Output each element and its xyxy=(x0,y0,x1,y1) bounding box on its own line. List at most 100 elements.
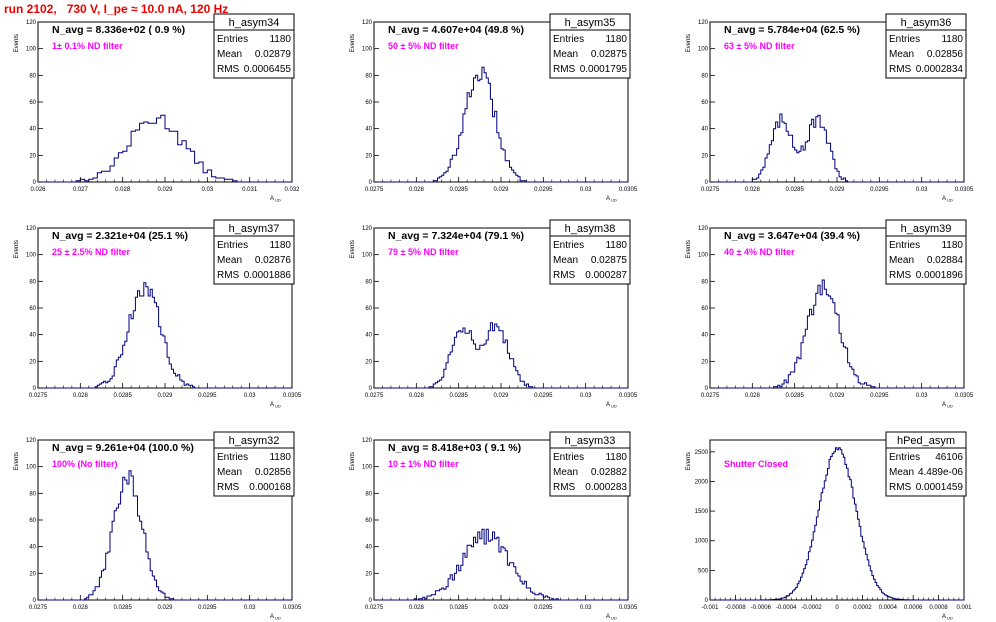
x-tick-label: 0.028 xyxy=(409,187,425,193)
stats-value: 4.489e-06 xyxy=(918,467,963,478)
stats-key: Entries xyxy=(553,240,584,251)
y-axis-label: Events xyxy=(350,240,356,258)
stats-box xyxy=(213,447,295,497)
stats-title: h_asym39 xyxy=(901,223,952,235)
x-tick-label: 0.029 xyxy=(493,393,509,399)
stats-box xyxy=(885,235,967,285)
y-axis-label: Events xyxy=(686,240,692,258)
x-tick-label: 0.027 xyxy=(73,187,89,193)
y-tick-label: 40 xyxy=(701,333,708,339)
stats-key: Mean xyxy=(217,255,242,266)
x-tick-label: 0 xyxy=(835,605,839,611)
stats-value: 0.000287 xyxy=(585,270,627,281)
y-axis-label: Events xyxy=(686,34,692,52)
y-tick-label: 40 xyxy=(365,127,372,133)
panel-hPed_asym: -0.001 -0.0008 -0.0006 -0.0004 -0.0002 0 0.000… xyxy=(686,431,972,621)
histogram-line xyxy=(374,66,628,183)
y-tick-label: 20 xyxy=(365,153,372,159)
panel-h_asym39: 0.0275 0.028 0.0285 0.029 0.0295 0.03 0.0305 0 2… xyxy=(686,219,974,409)
stats-box xyxy=(213,235,295,285)
x-tick-label: 0.028 xyxy=(409,605,425,611)
y-tick-label: 0 xyxy=(33,386,37,392)
stats-value: 1180 xyxy=(269,240,291,251)
x-tick-label: 0.029 xyxy=(157,187,173,193)
filter-label: 100% (No filter) xyxy=(52,459,118,469)
y-tick-label: 20 xyxy=(365,571,372,577)
stats-key: Entries xyxy=(553,452,584,463)
stats-key: RMS xyxy=(217,482,240,493)
stats-value: 0.02875 xyxy=(591,255,628,266)
y-tick-label: 120 xyxy=(362,438,373,444)
filter-label: 63 ± 5% ND filter xyxy=(724,41,795,51)
panel-h_asym33: 0.0275 0.028 0.0285 0.029 0.0295 0.03 0.0305 0 2… xyxy=(350,431,638,621)
stats-value: 0.0001886 xyxy=(244,270,292,281)
y-tick-label: 1500 xyxy=(695,509,709,515)
x-tick-label: 0.03 xyxy=(580,187,592,193)
x-tick-label: 0.0295 xyxy=(534,605,553,611)
y-tick-label: 100 xyxy=(26,253,37,259)
x-tick-label: 0.0305 xyxy=(283,393,302,399)
stats-value: 0.000283 xyxy=(585,482,627,493)
y-tick-label: 40 xyxy=(29,127,36,133)
y-tick-label: 100 xyxy=(26,465,37,471)
filter-label: 25 ± 2.5% ND filter xyxy=(52,247,130,257)
stats-box xyxy=(885,447,967,497)
stats-key: RMS xyxy=(553,482,576,493)
x-axis-label: AUD xyxy=(270,402,281,409)
filter-label: 50 ± 5% ND filter xyxy=(388,41,459,51)
stats-value: 1180 xyxy=(269,34,291,45)
filter-label: Shutter Closed xyxy=(724,459,788,469)
x-axis-label: AUD xyxy=(606,196,617,203)
stats-box xyxy=(549,235,631,285)
stats-key: RMS xyxy=(217,64,240,75)
panel-h_asym35: 0.0275 0.028 0.0285 0.029 0.0295 0.03 0.0305 0 2… xyxy=(350,13,638,203)
x-tick-label: 0.0275 xyxy=(365,605,384,611)
x-tick-label: 0.0295 xyxy=(198,393,217,399)
x-tick-label: 0.029 xyxy=(493,187,509,193)
filter-label: 40 ± 4% ND filter xyxy=(724,247,795,257)
x-tick-label: 0.029 xyxy=(493,605,509,611)
x-axis-label: AUD xyxy=(606,614,617,621)
y-tick-label: 40 xyxy=(365,545,372,551)
x-tick-label: 0.029 xyxy=(829,393,845,399)
histogram-line xyxy=(374,322,628,389)
stats-value: 1180 xyxy=(941,240,963,251)
x-tick-label: 0.0295 xyxy=(870,393,889,399)
y-tick-label: 80 xyxy=(701,279,708,285)
x-tick-label: -0.0006 xyxy=(751,605,772,611)
stats-key: Entries xyxy=(217,240,248,251)
stats-value: 0.0001896 xyxy=(916,270,964,281)
x-tick-label: 0.0295 xyxy=(870,187,889,193)
filter-label: 10 ± 1% ND filter xyxy=(388,459,459,469)
x-tick-label: 0.028 xyxy=(745,187,761,193)
y-tick-label: 1000 xyxy=(695,539,709,545)
y-axis-label: Events xyxy=(14,34,20,52)
y-tick-label: 60 xyxy=(365,518,372,524)
filter-label: 1± 0.1% ND filter xyxy=(52,41,123,51)
y-tick-label: 60 xyxy=(29,100,36,106)
y-axis-label: Events xyxy=(350,34,356,52)
y-tick-label: 20 xyxy=(29,571,36,577)
n-avg-label: N_avg = 5.784e+04 (62.5 %) xyxy=(724,24,860,36)
page-title: run 2102, 730 V, I_pe ≈ 10.0 nA, 120 Hz xyxy=(4,2,229,16)
x-tick-label: 0.0285 xyxy=(449,393,468,399)
stats-value: 1180 xyxy=(605,34,627,45)
x-tick-label: 0.0285 xyxy=(785,187,804,193)
y-tick-label: 80 xyxy=(29,491,36,497)
x-axis-label: AUD xyxy=(942,196,953,203)
x-tick-label: -0.001 xyxy=(701,605,719,611)
stats-key: RMS xyxy=(217,270,240,281)
stats-value: 1180 xyxy=(941,34,963,45)
stats-key: Mean xyxy=(553,49,578,60)
stats-key: Entries xyxy=(889,34,920,45)
y-tick-label: 40 xyxy=(29,333,36,339)
stats-value: 0.02884 xyxy=(927,255,964,266)
stats-title: h_asym38 xyxy=(565,223,616,235)
stats-value: 0.0001459 xyxy=(916,482,964,493)
y-tick-label: 120 xyxy=(362,226,373,232)
y-tick-label: 500 xyxy=(698,568,709,574)
x-tick-label: 0.0305 xyxy=(619,393,638,399)
stats-key: RMS xyxy=(553,270,576,281)
stats-title: hPed_asym xyxy=(897,435,955,447)
